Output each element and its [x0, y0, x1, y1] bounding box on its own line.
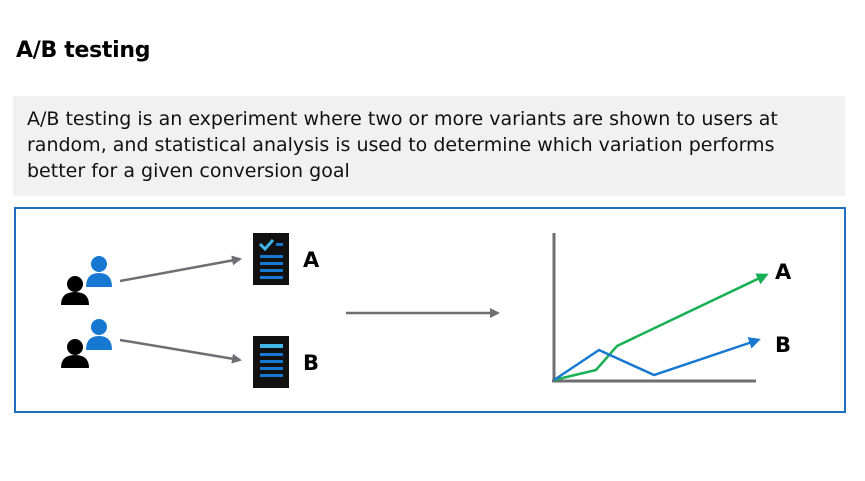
- variant-a-label: A: [303, 248, 320, 272]
- users-icon: [61, 256, 112, 305]
- chart-axes: [552, 233, 756, 383]
- chart-line-b: [553, 337, 761, 382]
- document-icon: [253, 336, 289, 388]
- chart-label-a: A: [775, 260, 792, 284]
- diagram-canvas: A B A B: [61, 233, 792, 388]
- users-icon: [61, 319, 112, 368]
- arrow-to-variant-b: [119, 338, 242, 364]
- document-check-icon: [253, 233, 289, 285]
- arrow-to-variant-a: [119, 255, 242, 283]
- chart-line-a: [553, 273, 769, 382]
- ab-test-diagram: A B A B: [14, 207, 846, 413]
- page-title: A/B testing: [16, 38, 151, 63]
- variant-b-label: B: [303, 351, 319, 375]
- definition-box: A/B testing is an experiment where two o…: [13, 96, 845, 196]
- chart-label-b: B: [775, 333, 791, 357]
